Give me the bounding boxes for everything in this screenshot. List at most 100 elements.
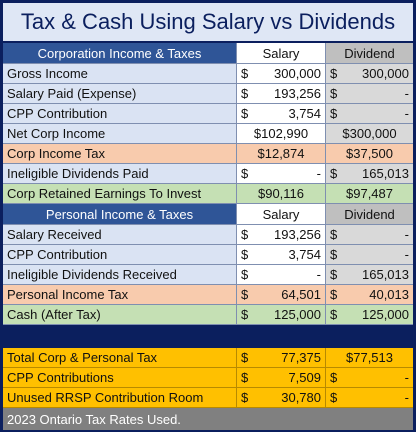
currency-sign: $: [241, 227, 249, 242]
dividend-cell: $40,013: [326, 285, 413, 305]
salary-cell: $30,780: [237, 388, 326, 408]
row-label: Ineligible Dividends Paid: [3, 164, 237, 184]
amount: 77,375: [281, 350, 321, 365]
row-label: Corporation Income & Taxes: [3, 43, 237, 64]
amount: 40,013: [369, 287, 409, 302]
row-label: Personal Income & Taxes: [3, 204, 237, 225]
dividend-cell: $300,000: [326, 124, 413, 144]
dividend-cell: $ -: [326, 84, 413, 104]
dividend-cell: $165,013: [326, 265, 413, 285]
row-label: Ineligible Dividends Received: [3, 265, 237, 285]
dividend-cell: $97,487: [326, 184, 413, 204]
currency-sign: $: [330, 106, 338, 121]
salary-cell: $12,874: [237, 144, 326, 164]
dividend-cell: $77,513: [326, 348, 413, 368]
currency-sign: $: [241, 390, 249, 405]
row-label: Total Corp & Personal Tax: [3, 348, 237, 368]
currency-sign: $: [330, 227, 338, 242]
column-header: Salary: [262, 45, 300, 61]
amount: $102,990: [253, 126, 309, 141]
table-row: CPP Contributions $7,509 $ -: [3, 368, 413, 388]
amount: -: [404, 390, 409, 405]
currency-sign: $: [241, 287, 249, 302]
amount: -: [316, 267, 321, 282]
table-row: Personal Income & Taxes Salary Dividend: [3, 204, 413, 225]
currency-sign: $: [241, 66, 249, 81]
footer-note: 2023 Ontario Tax Rates Used.: [3, 408, 413, 430]
table-row: Unused RRSP Contribution Room $30,780 $ -: [3, 388, 413, 408]
amount: 30,780: [281, 390, 321, 405]
dividend-cell: $ -: [326, 104, 413, 124]
column-header: Dividend: [344, 45, 395, 61]
amount: 193,256: [274, 227, 321, 242]
amount: 300,000: [274, 66, 321, 81]
row-label: CPP Contributions: [3, 368, 237, 388]
salary-cell: $193,256: [237, 225, 326, 245]
salary-cell: $300,000: [237, 64, 326, 84]
table-row: Corp Income Tax $12,874 $37,500: [3, 144, 413, 164]
row-label: Personal Income Tax: [3, 285, 237, 305]
dividend-cell: $300,000: [326, 64, 413, 84]
amount: 193,256: [274, 86, 321, 101]
dividend-cell: $ -: [326, 388, 413, 408]
salary-cell: $3,754: [237, 245, 326, 265]
table-row: Total Corp & Personal Tax $77,375 $77,513: [3, 348, 413, 368]
table-row: Gross Income $300,000 $300,000: [3, 64, 413, 84]
currency-sign: $: [330, 166, 338, 181]
table-row: Personal Income Tax $64,501 $40,013: [3, 285, 413, 305]
amount: 300,000: [362, 66, 409, 81]
amount: -: [404, 227, 409, 242]
currency-sign: $: [241, 350, 249, 365]
dividend-cell: $165,013: [326, 164, 413, 184]
row-label: CPP Contribution: [3, 104, 237, 124]
currency-sign: $: [330, 247, 338, 262]
currency-sign: $: [330, 86, 338, 101]
table-title: Tax & Cash Using Salary vs Dividends: [3, 3, 413, 43]
amount: 3,754: [288, 106, 321, 121]
dividend-cell: $ -: [326, 225, 413, 245]
table-row: Ineligible Dividends Received $ - $165,013: [3, 265, 413, 285]
salary-cell: Salary: [237, 43, 326, 64]
currency-sign: $: [330, 66, 338, 81]
amount: 125,000: [362, 307, 409, 322]
table-row: CPP Contribution $3,754 $ -: [3, 245, 413, 265]
column-header: Salary: [262, 206, 300, 222]
salary-cell: $102,990: [237, 124, 326, 144]
currency-sign: $: [241, 370, 249, 385]
amount: -: [404, 247, 409, 262]
table-row: Corporation Income & Taxes Salary Dividend: [3, 43, 413, 64]
salary-cell: $ -: [237, 265, 326, 285]
amount: 64,501: [281, 287, 321, 302]
amount: $12,874: [257, 146, 305, 161]
salary-cell: $7,509: [237, 368, 326, 388]
table-row: Cash (After Tax) $125,000 $125,000: [3, 305, 413, 325]
dividend-cell: Dividend: [326, 204, 413, 225]
currency-sign: $: [241, 247, 249, 262]
row-label: Gross Income: [3, 64, 237, 84]
dividend-cell: $125,000: [326, 305, 413, 325]
amount: -: [404, 86, 409, 101]
table-row: Ineligible Dividends Paid $ - $165,013: [3, 164, 413, 184]
salary-cell: $193,256: [237, 84, 326, 104]
row-label: Salary Received: [3, 225, 237, 245]
currency-sign: $: [241, 267, 249, 282]
table-row: Salary Received $193,256 $ -: [3, 225, 413, 245]
table-row: CPP Contribution $3,754 $ -: [3, 104, 413, 124]
salary-cell: Salary: [237, 204, 326, 225]
row-label: Net Corp Income: [3, 124, 237, 144]
amount: -: [404, 106, 409, 121]
column-header: Dividend: [344, 206, 395, 222]
currency-sign: $: [330, 287, 338, 302]
salary-cell: $64,501: [237, 285, 326, 305]
amount: 125,000: [274, 307, 321, 322]
currency-sign: $: [330, 267, 338, 282]
amount: 7,509: [288, 370, 321, 385]
dividend-cell: $ -: [326, 245, 413, 265]
salary-cell: $ -: [237, 164, 326, 184]
amount: $300,000: [342, 126, 397, 141]
currency-sign: $: [241, 307, 249, 322]
amount: -: [316, 166, 321, 181]
row-label: Salary Paid (Expense): [3, 84, 237, 104]
currency-sign: $: [330, 390, 338, 405]
